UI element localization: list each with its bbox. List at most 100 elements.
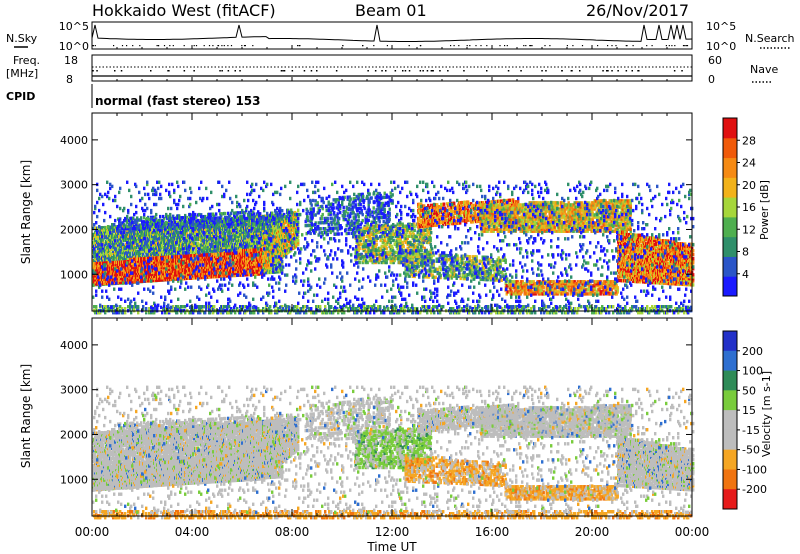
noise-search-dot <box>217 45 218 46</box>
nave-dot <box>541 70 543 72</box>
nave-dot <box>545 70 547 72</box>
noise-search-dot <box>244 45 245 46</box>
nave-dot <box>520 70 522 72</box>
noise-tick-top-right: 10^5 <box>706 20 736 33</box>
noise-search-dot <box>122 45 123 46</box>
nave-dot <box>316 70 318 72</box>
noise-search-dot <box>507 45 508 46</box>
noise-search-dot <box>362 45 363 46</box>
noise-search-dot <box>194 45 195 46</box>
noise-search-dot <box>224 45 225 46</box>
noise-search-dot <box>387 45 388 46</box>
station-title: Hokkaido West (fitACF) <box>92 1 276 20</box>
nave-dot <box>626 70 628 72</box>
nave-dot <box>367 70 369 72</box>
nave-dot <box>235 70 237 72</box>
noise-search-dot <box>139 45 140 46</box>
nave-dot <box>193 70 195 72</box>
nave-dot <box>422 70 424 72</box>
date-label: 26/Nov/2017 <box>586 1 689 20</box>
nave-dot <box>447 70 449 72</box>
noise-search-dot <box>184 45 185 46</box>
noise-search-dot <box>297 45 298 46</box>
nave-dot <box>439 70 441 72</box>
nave-dot <box>281 70 283 72</box>
nave-dot <box>617 70 619 72</box>
noise-search-dot <box>221 45 222 46</box>
noise-search-dot <box>611 45 612 46</box>
nave-dot <box>611 70 613 72</box>
nave-dot <box>602 70 604 72</box>
freq-unit-label: [MHz] <box>6 67 38 80</box>
noise-search-dot <box>113 45 114 46</box>
noise-search-dot <box>467 45 468 46</box>
beam-label: Beam 01 <box>355 1 427 20</box>
nave-dot <box>184 70 186 72</box>
noise-search-dot <box>652 45 653 46</box>
noise-search-dot <box>158 45 159 46</box>
noise-search-dot <box>607 45 608 46</box>
noise-search-dot <box>475 45 476 46</box>
noise-search-dot <box>458 45 459 46</box>
noise-search-dot <box>646 45 647 46</box>
noise-search-dot <box>567 45 568 46</box>
nsearch-label: N.Search <box>745 32 795 45</box>
noise-search-dot <box>666 45 667 46</box>
nave-dot <box>561 70 563 72</box>
nave-dot <box>219 70 221 72</box>
noise-search-dot <box>95 45 96 46</box>
noise-search-dot <box>572 45 573 46</box>
freq-trace <box>92 67 692 76</box>
nsky-label: N.Sky <box>6 32 38 45</box>
nave-dot <box>121 70 123 72</box>
noise-search-dot <box>523 45 524 46</box>
noise-search-dot <box>544 45 545 46</box>
rti-plot: Hokkaido West (fitACF) Beam 01 26/Nov/20… <box>0 0 800 554</box>
noise-search-dot <box>582 45 583 46</box>
nave-dot <box>92 70 94 72</box>
freq-tick-top: 18 <box>64 54 78 67</box>
noise-search-dot <box>615 45 616 46</box>
freq-tick-bottom: 8 <box>66 73 73 86</box>
nave-dot <box>239 70 241 72</box>
noise-tick-bottom-right: 10^0 <box>706 40 736 53</box>
nave-dot <box>432 70 434 72</box>
nave-dot <box>409 70 411 72</box>
noise-search-dot <box>674 45 675 46</box>
noise-search-dot <box>164 45 165 46</box>
noise-search-dot <box>93 45 94 46</box>
nave-dot <box>405 70 407 72</box>
nave-dot <box>637 70 639 72</box>
nave-dot <box>336 70 338 72</box>
noise-search-dot <box>633 45 634 46</box>
noise-search-dot <box>132 45 133 46</box>
noise-search-dot <box>683 45 684 46</box>
noise-search-dot <box>173 45 174 46</box>
nave-dot <box>150 70 152 72</box>
noise-search-dot <box>169 45 170 46</box>
nave-label: Nave <box>750 63 778 76</box>
nave-dot <box>228 70 230 72</box>
nave-dot <box>431 70 433 72</box>
noise-search-dot <box>480 45 481 46</box>
nave-tick-top: 60 <box>708 54 722 67</box>
noise-search-dot <box>687 45 688 46</box>
noise-search-dot <box>241 45 242 46</box>
nave-dot <box>311 70 313 72</box>
noise-search-dot <box>504 45 505 46</box>
nave-tick-bottom: 0 <box>708 73 715 86</box>
nave-dot <box>114 70 116 72</box>
nave-dot <box>486 70 488 72</box>
noise-search-dot <box>196 45 197 46</box>
noise-search-dot <box>626 45 627 46</box>
noise-trace <box>92 25 692 46</box>
noise-search-dot <box>499 45 500 46</box>
noise-tick-top-left: 10^5 <box>59 20 89 33</box>
cpid-text: normal (fast stereo) 153 <box>95 94 261 108</box>
nave-dot <box>420 70 422 72</box>
nave-dot <box>385 70 387 72</box>
noise-search-dot <box>157 45 158 46</box>
noise-search-dot <box>669 45 670 46</box>
noise-search-dot <box>299 45 300 46</box>
noise-search-dot <box>486 45 487 46</box>
